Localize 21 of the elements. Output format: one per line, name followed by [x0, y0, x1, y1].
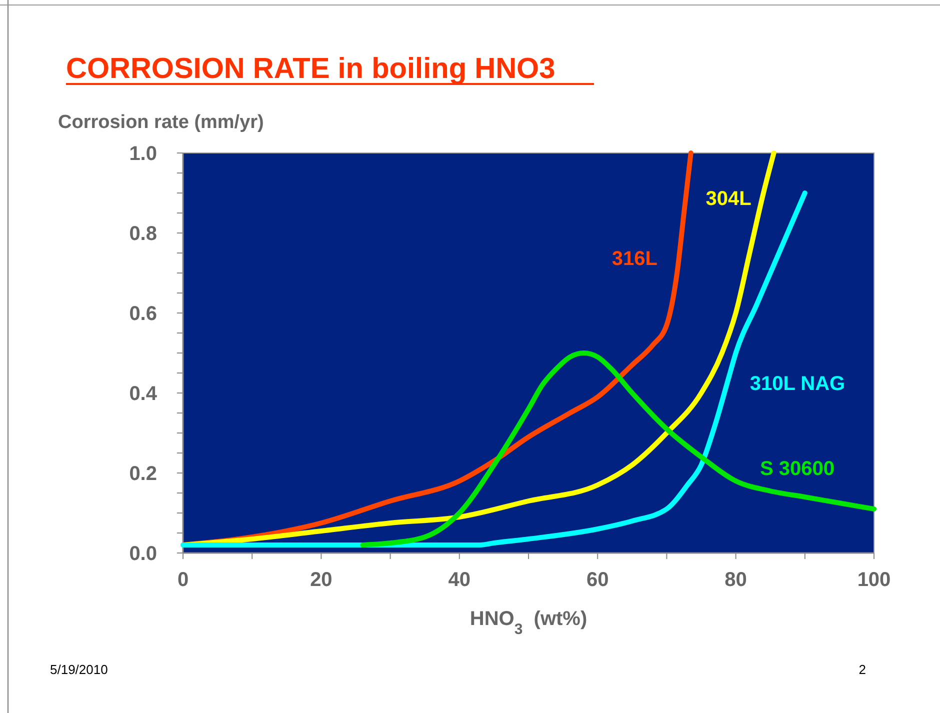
x-tick-label: 60 — [586, 569, 609, 591]
series-label: 310L NAG — [750, 373, 846, 395]
x-tick-label: 80 — [724, 569, 747, 591]
y-tick-label: 0.2 — [129, 463, 157, 485]
chart-title: CORROSION RATE in boiling HNO3 — [66, 53, 556, 85]
y-axis-title: Corrosion rate (mm/yr) — [58, 112, 264, 133]
x-axis-title: HNO$_{3}$ (wt%) — [470, 608, 588, 638]
x-tick-label: 40 — [448, 569, 471, 591]
y-tick-label: 0.8 — [129, 223, 157, 245]
x-tick-label: 100 — [857, 569, 891, 591]
x-tick-label: 0 — [177, 569, 189, 591]
y-tick-label: 0.0 — [129, 543, 157, 565]
series-label: 316L — [612, 248, 658, 270]
series-label: S 30600 — [760, 458, 835, 480]
text: 2 — [858, 662, 866, 677]
text: 5/19/2010 — [50, 662, 108, 677]
y-tick-label: 0.4 — [129, 383, 158, 405]
y-tick-label: 1.0 — [129, 143, 157, 165]
y-tick-label: 0.6 — [129, 303, 157, 325]
x-tick-label: 20 — [310, 569, 332, 591]
series-label: 304L — [706, 188, 752, 210]
